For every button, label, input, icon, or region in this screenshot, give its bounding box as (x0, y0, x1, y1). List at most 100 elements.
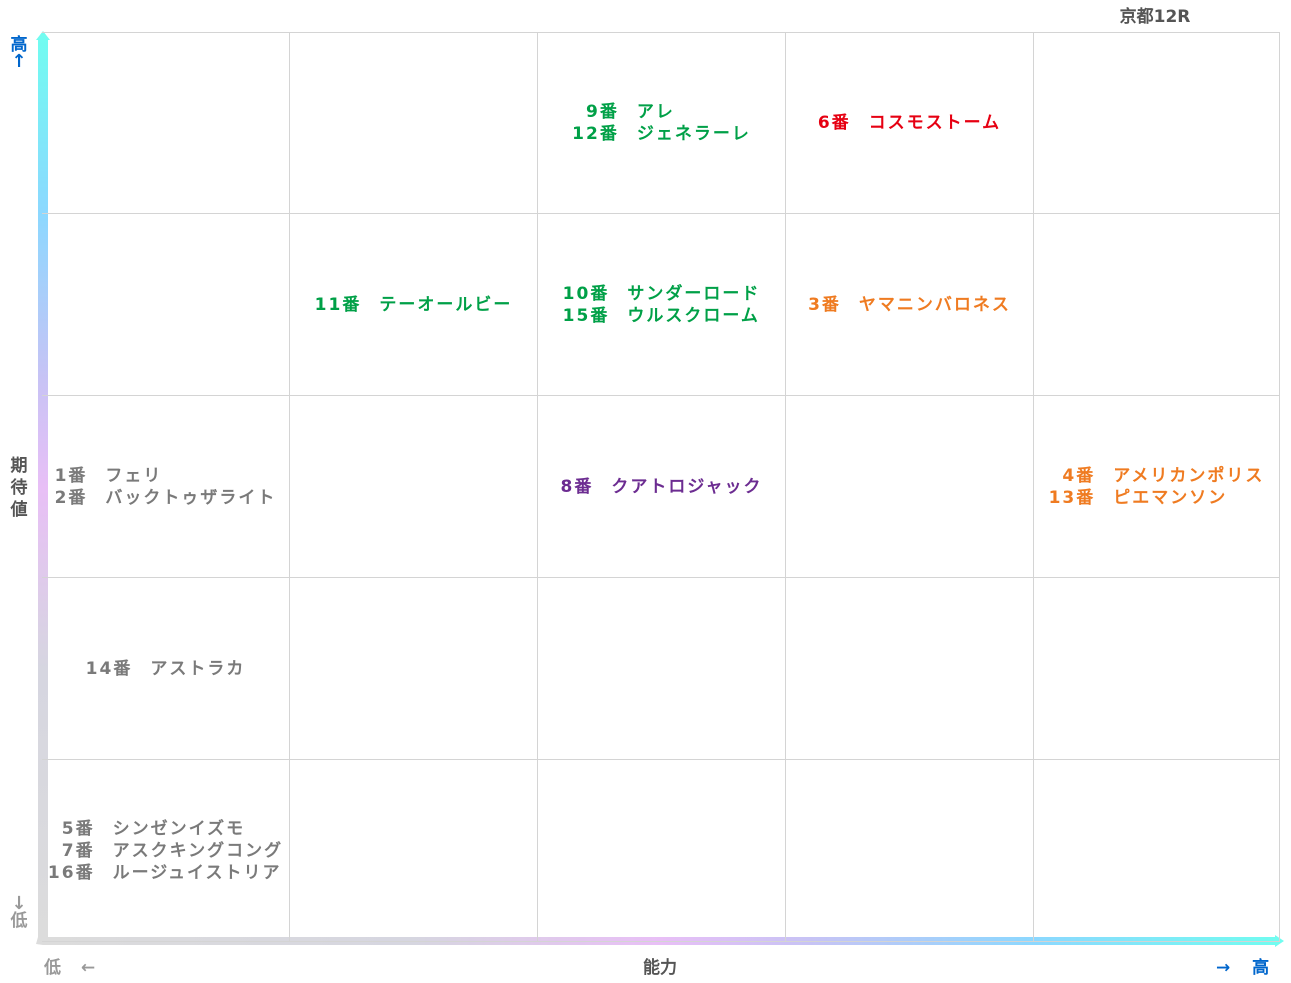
horse-number: 14番 (85, 658, 133, 679)
y-high-text: 高 (10, 35, 28, 55)
y-axis-arrow (36, 31, 50, 944)
matrix-cell (290, 578, 538, 760)
matrix-cell (290, 32, 538, 214)
horse-name: アストラカ (150, 658, 246, 679)
horse-name: ヤマニンバロネス (858, 294, 1011, 315)
matrix-cell: 5番 シンゼンイズモ 7番 アスクキングコング 16番 ルージュイストリア (42, 760, 290, 942)
matrix-cell: 9番 アレ 12番 ジェネラーレ (538, 32, 786, 214)
x-low-text: 低 (44, 958, 61, 978)
x-axis-high-label: → 高 (1216, 953, 1269, 978)
matrix-cell: 4番 アメリカンポリス 13番 ピエマンソン (1034, 396, 1280, 578)
matrix-cell: 1番 フェリ 2番 バックトゥザライト (42, 396, 290, 578)
horse-entry: 10番 サンダーロード (563, 283, 761, 305)
x-high-text: 高 (1252, 958, 1270, 978)
horse-list: 10番 サンダーロード 15番 ウルスクローム (563, 283, 761, 327)
horse-list: 5番 シンゼンイズモ 7番 アスクキングコング 16番 ルージュイストリア (48, 818, 283, 884)
horse-list: 3番 ヤマニンバロネス (808, 294, 1011, 316)
horse-number: 4番 (1062, 465, 1096, 486)
matrix-cell: 10番 サンダーロード 15番 ウルスクローム (538, 214, 786, 396)
horse-list: 4番 アメリカンポリス 13番 ピエマンソン (1049, 465, 1265, 509)
arrow-down-icon: ↓ (11, 893, 27, 914)
horse-number: 5番 (61, 818, 95, 839)
matrix-cell (42, 214, 290, 396)
horse-name: クアトロジャック (611, 476, 763, 497)
x-axis-title: 能力 (643, 958, 677, 978)
matrix-cell (786, 578, 1034, 760)
horse-list: 9番 アレ 12番 ジェネラーレ (572, 101, 751, 145)
horse-number: 2番 (54, 487, 88, 508)
matrix-cell (538, 760, 786, 942)
horse-name: シンゼンイズモ (112, 818, 246, 839)
horse-number: 6番 (817, 113, 851, 133)
horse-entry: 4番 アメリカンポリス (1049, 465, 1265, 487)
matrix-cell (290, 760, 538, 942)
y-axis-low-label: ↓ 低 (8, 893, 30, 932)
race-title: 京都12R (1119, 7, 1191, 27)
horse-number: 9番 (585, 102, 619, 122)
arrow-right-icon: → (1216, 958, 1231, 978)
horse-number: 8番 (560, 476, 594, 497)
y-axis-high-label: 高 ↑ (8, 35, 30, 72)
horse-name: バックトゥザライト (105, 487, 277, 508)
horse-name: アレ (636, 102, 675, 122)
y-axis-title: 期待値 (8, 455, 30, 521)
matrix-cell: 3番 ヤマニンバロネス (786, 214, 1034, 396)
horse-entry: 12番 ジェネラーレ (572, 123, 751, 145)
horse-list: 6番 コスモストーム (818, 112, 1001, 134)
matrix-cell (786, 760, 1034, 942)
horse-name: ジェネラーレ (636, 124, 751, 144)
arrow-up-icon: ↑ (11, 51, 27, 72)
horse-name: テーオールビー (379, 294, 513, 315)
horse-entry: 1番 フェリ (55, 465, 277, 487)
horse-entry: 2番 バックトゥザライト (55, 487, 277, 509)
x-axis-low-label: 低 ← (44, 953, 95, 978)
horse-name: アスクキングコング (112, 840, 284, 861)
horse-entry: 11番 テーオールビー (315, 294, 513, 316)
horse-entry: 3番 ヤマニンバロネス (808, 294, 1011, 316)
matrix-cell (1034, 32, 1280, 214)
horse-list: 11番 テーオールビー (315, 294, 513, 316)
horse-entry: 8番 クアトロジャック (561, 476, 763, 498)
horse-number: 11番 (314, 294, 362, 315)
matrix-cell (538, 578, 786, 760)
matrix-grid: 9番 アレ 12番 ジェネラーレ 6番 コスモストーム 11番 テーオールビー 10番 サンダーロ… (42, 32, 1280, 942)
matrix-cell (42, 32, 290, 214)
matrix-cell: 14番 アストラカ (42, 578, 290, 760)
horse-number: 15番 (562, 305, 610, 326)
horse-name: サンダーロード (627, 283, 761, 304)
matrix-cell (1034, 214, 1280, 396)
matrix-cell (1034, 760, 1280, 942)
y-low-text: 低 (10, 911, 28, 931)
horse-number: 7番 (61, 840, 95, 861)
horse-list: 14番 アストラカ (86, 658, 246, 680)
horse-entry: 6番 コスモストーム (818, 112, 1001, 134)
horse-name: コスモストーム (868, 113, 1002, 133)
horse-number: 1番 (54, 465, 88, 486)
horse-number: 12番 (572, 124, 619, 144)
horse-number: 16番 (47, 862, 95, 883)
matrix-cell: 8番 クアトロジャック (538, 396, 786, 578)
horse-entry: 13番 ピエマンソン (1049, 487, 1265, 509)
horse-entry: 7番 アスクキングコング (48, 840, 283, 862)
horse-name: アメリカンポリス (1113, 465, 1265, 486)
horse-entry: 5番 シンゼンイズモ (48, 818, 283, 840)
horse-entry: 16番 ルージュイストリア (48, 862, 283, 884)
matrix-cell (1034, 578, 1280, 760)
horse-number: 3番 (808, 294, 841, 315)
matrix-cell: 6番 コスモストーム (786, 32, 1034, 214)
horse-number: 13番 (1048, 487, 1096, 508)
horse-list: 1番 フェリ 2番 バックトゥザライト (55, 465, 277, 509)
horse-number: 10番 (562, 283, 610, 304)
matrix-cell (290, 396, 538, 578)
horse-name: フェリ (105, 465, 163, 486)
arrow-left-icon: ← (80, 958, 96, 978)
horse-name: ウルスクローム (627, 305, 760, 326)
horse-entry: 15番 ウルスクローム (563, 305, 761, 327)
horse-name: ピエマンソン (1113, 487, 1228, 508)
matrix-cell (786, 396, 1034, 578)
horse-name: ルージュイストリア (112, 862, 282, 883)
horse-list: 8番 クアトロジャック (561, 476, 763, 498)
horse-entry: 14番 アストラカ (86, 658, 246, 680)
matrix-cell: 11番 テーオールビー (290, 214, 538, 396)
